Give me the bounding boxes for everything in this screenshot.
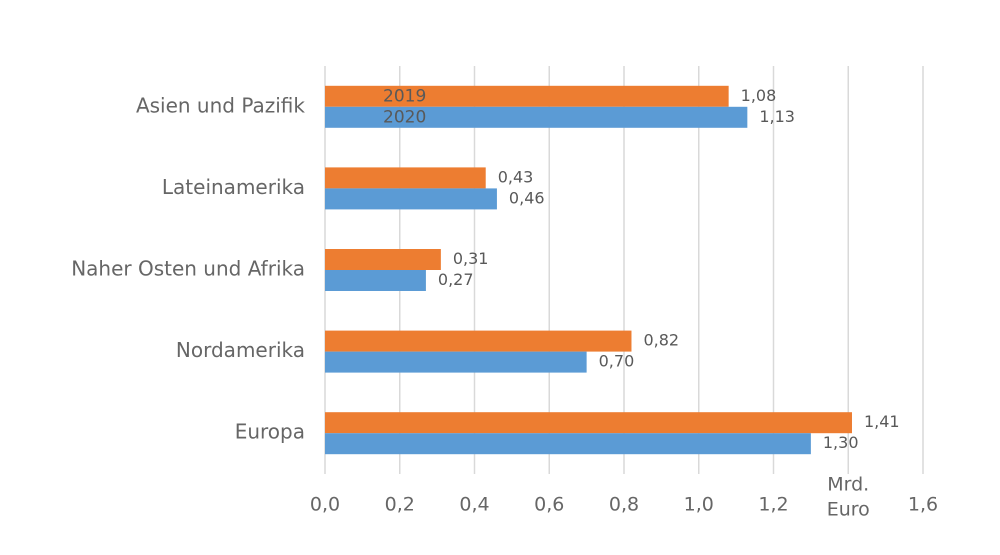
x-tick-label: 0,0: [310, 494, 340, 516]
y-tick-label: Nordamerika: [176, 338, 305, 362]
bar: [325, 106, 748, 128]
x-tick-label: 1,2: [758, 494, 788, 516]
bar: [325, 433, 811, 455]
legend-label: 2019: [383, 86, 426, 106]
data-label: 0,70: [599, 352, 635, 371]
axis-unit-label: Mrd.: [827, 474, 869, 496]
x-tick-label: 1,6: [908, 494, 938, 516]
legend-label: 2020: [383, 107, 426, 127]
bar: [325, 249, 441, 270]
x-tick-label: 0,4: [459, 494, 489, 516]
y-tick-label: Asien und Pazifik: [136, 93, 305, 117]
x-tick-label: 0,8: [609, 494, 639, 516]
axis-unit-label: Euro: [827, 499, 870, 521]
bar: [325, 330, 632, 352]
bar: [325, 85, 729, 107]
data-label: 1,41: [864, 412, 900, 431]
bar: [325, 167, 486, 189]
data-label: 0,46: [509, 188, 545, 207]
data-label: 0,43: [498, 167, 534, 186]
x-tick-label: 1,0: [684, 494, 714, 516]
data-label: 0,27: [438, 270, 474, 289]
data-label: 0,31: [453, 249, 489, 268]
bar: [325, 351, 587, 373]
x-tick-label: 0,6: [534, 494, 564, 516]
data-label: 1,08: [741, 86, 777, 105]
y-tick-label: Lateinamerika: [162, 175, 305, 199]
y-tick-label: Naher Osten und Afrika: [71, 257, 305, 281]
bar: [325, 412, 852, 434]
data-label: 0,82: [643, 331, 679, 350]
bar: [325, 188, 497, 210]
data-label: 1,13: [759, 107, 795, 126]
x-tick-label: 0,2: [385, 494, 415, 516]
data-label: 1,30: [823, 433, 859, 452]
y-tick-label: Europa: [235, 420, 305, 444]
bar: [325, 270, 426, 291]
